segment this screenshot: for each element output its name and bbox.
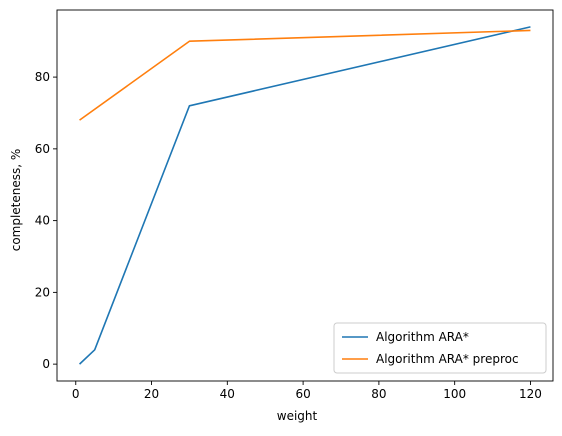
x-tick-label: 80 xyxy=(371,387,386,401)
x-tick-label: 0 xyxy=(72,387,80,401)
y-tick-label: 0 xyxy=(42,357,50,371)
plot-frame xyxy=(56,9,554,382)
legend: Algorithm ARA* Algorithm ARA* preproc xyxy=(333,322,547,374)
y-tick-label: 20 xyxy=(35,285,50,299)
legend-label-1: Algorithm ARA* xyxy=(376,330,469,344)
x-axis: 0 20 40 60 80 100 120 xyxy=(72,381,542,401)
legend-box xyxy=(333,322,547,374)
series-line-2 xyxy=(79,29,531,121)
y-tick-label: 60 xyxy=(35,142,50,156)
legend-label-2: Algorithm ARA* preproc xyxy=(376,352,519,366)
y-axis: 0 20 40 60 80 xyxy=(35,70,57,371)
x-tick-label: 40 xyxy=(220,387,235,401)
series-line-1 xyxy=(78,26,531,365)
y-axis-label: completeness, % xyxy=(9,149,23,252)
x-tick-label: 120 xyxy=(519,387,542,401)
y-tick-label: 40 xyxy=(35,214,50,228)
x-tick-label: 60 xyxy=(295,387,310,401)
x-tick-label: 20 xyxy=(144,387,159,401)
y-tick-label: 80 xyxy=(35,70,50,84)
plot-area xyxy=(56,9,554,382)
x-tick-label: 100 xyxy=(443,387,466,401)
x-axis-label: weight xyxy=(277,409,318,423)
